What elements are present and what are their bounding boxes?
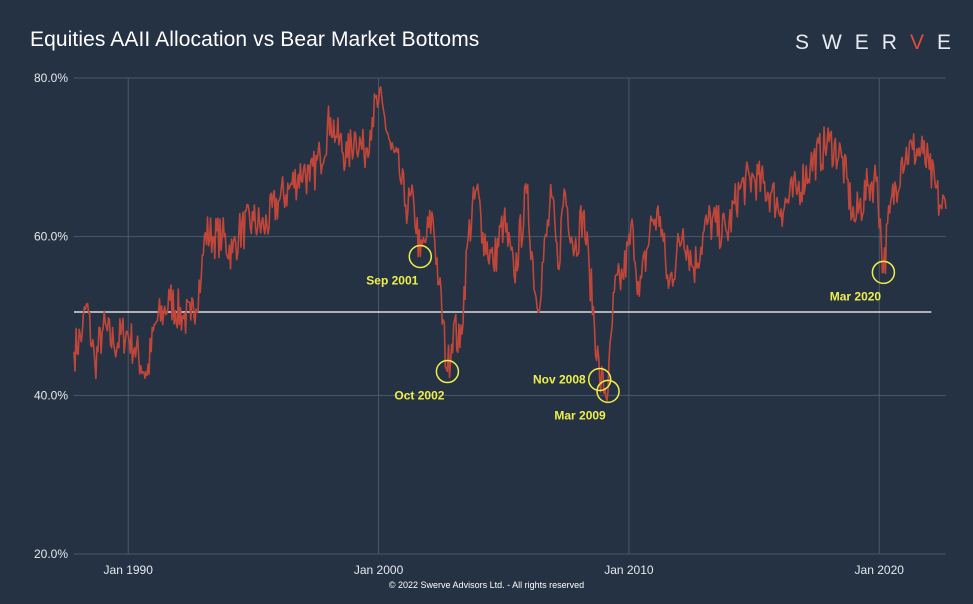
bottom-marker-circle bbox=[871, 260, 896, 285]
copyright-footer: © 2022 Swerve Advisors Ltd. - All rights… bbox=[388, 580, 585, 590]
bottom-marker-label: Mar 2009 bbox=[554, 408, 606, 422]
series-line bbox=[73, 86, 947, 402]
y-tick-label: 60.0% bbox=[34, 230, 68, 244]
y-tick-label: 20.0% bbox=[34, 547, 68, 561]
logo-letter-s: S bbox=[794, 31, 809, 54]
annotations-group: Sep 2001 Oct 2002 Nov 2008 Mar 2009 Mar 2020 bbox=[366, 244, 896, 422]
x-tick-label: Jan 1990 bbox=[104, 563, 154, 577]
x-tick-label: Jan 2000 bbox=[354, 563, 404, 577]
bottom-marker-label: Nov 2008 bbox=[533, 372, 586, 386]
bottom-marker-label: Sep 2001 bbox=[366, 274, 418, 288]
x-tick-label: Jan 2020 bbox=[855, 563, 905, 577]
bottom-marker-circle bbox=[587, 367, 612, 392]
swerve-logo: S W E R V E bbox=[782, 30, 951, 56]
logo-letter-e2: E bbox=[936, 31, 951, 54]
y-tick-label: 40.0% bbox=[34, 388, 68, 402]
logo-letter-e: E bbox=[854, 31, 869, 54]
logo-letter-v: V bbox=[909, 31, 924, 54]
logo-letter-w: W bbox=[821, 31, 842, 54]
series-group bbox=[73, 86, 947, 402]
axis-ticks: 20.0% 40.0% 60.0% 80.0% Jan 1990 Jan 2000 Jan … bbox=[34, 71, 904, 577]
bottom-marker-circle bbox=[408, 244, 433, 269]
bottom-marker-circle bbox=[596, 379, 620, 404]
bottom-marker-label: Mar 2020 bbox=[830, 289, 882, 303]
y-tick-label: 80.0% bbox=[34, 71, 68, 85]
bottom-marker-label: Oct 2002 bbox=[394, 389, 444, 403]
x-tick-label: Jan 2010 bbox=[604, 563, 654, 577]
logo-letter-r: R bbox=[881, 31, 897, 54]
bottom-marker-circle bbox=[435, 359, 460, 384]
chart-title: Equities AAII Allocation vs Bear Market … bbox=[30, 28, 480, 51]
